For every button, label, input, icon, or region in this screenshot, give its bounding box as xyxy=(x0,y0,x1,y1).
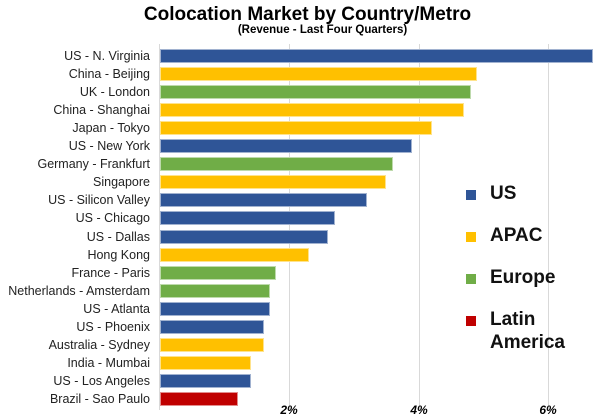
y-axis-line xyxy=(159,44,160,410)
bar xyxy=(160,211,335,225)
x-tick-label: 4% xyxy=(410,403,428,417)
gridline xyxy=(289,44,290,410)
bar xyxy=(160,67,477,81)
bar xyxy=(160,103,464,117)
category-label: US - Los Angeles xyxy=(53,374,150,388)
gridline xyxy=(419,44,420,410)
bar xyxy=(160,85,471,99)
legend-swatch-icon xyxy=(466,274,476,284)
bar xyxy=(160,193,367,207)
category-label: US - Atlanta xyxy=(83,302,150,316)
category-label: Germany - Frankfurt xyxy=(37,157,150,171)
bar xyxy=(160,392,238,406)
bar xyxy=(160,157,393,171)
legend-swatch-icon xyxy=(466,190,476,200)
category-label: India - Mumbai xyxy=(67,356,150,370)
category-label: Japan - Tokyo xyxy=(72,121,150,135)
legend-label: Europe xyxy=(490,267,556,288)
category-label: Netherlands - Amsterdam xyxy=(8,284,150,298)
legend-swatch-icon xyxy=(466,316,476,326)
category-label: France - Paris xyxy=(71,266,151,280)
bar xyxy=(160,175,386,189)
category-label: US - Phoenix xyxy=(76,320,150,334)
legend-label: US xyxy=(490,183,517,204)
bar xyxy=(160,139,412,153)
category-label: US - Dallas xyxy=(86,230,150,244)
legend-label: Latin America xyxy=(490,309,565,353)
category-label: US - Chicago xyxy=(75,211,150,225)
category-label: US - Silicon Valley xyxy=(48,193,150,207)
bar xyxy=(160,248,309,262)
category-label: Hong Kong xyxy=(87,248,150,262)
category-label: US - N. Virginia xyxy=(64,49,150,63)
category-label: US - New York xyxy=(68,139,150,153)
bar xyxy=(160,121,432,135)
bar xyxy=(160,320,264,334)
gridline xyxy=(548,44,549,410)
x-tick-label: 6% xyxy=(539,403,557,417)
category-label: Brazil - Sao Paulo xyxy=(49,392,150,406)
bar xyxy=(160,266,276,280)
category-label: Singapore xyxy=(93,175,150,189)
legend-swatch-icon xyxy=(466,232,476,242)
category-label: UK - London xyxy=(79,85,150,99)
chart-title: Colocation Market by Country/Metro xyxy=(143,4,472,25)
bar xyxy=(160,374,251,388)
category-label: China - Shanghai xyxy=(53,103,150,117)
bar xyxy=(160,356,251,370)
bar xyxy=(160,49,593,63)
legend-label: APAC xyxy=(490,225,543,246)
bar xyxy=(160,284,270,298)
category-label: China - Beijing xyxy=(68,67,150,81)
chart-subtitle: (Revenue - Last Four Quarters) xyxy=(237,24,408,36)
bar xyxy=(160,230,328,244)
bar xyxy=(160,338,264,352)
category-label: Australia - Sydney xyxy=(48,338,150,352)
bar xyxy=(160,302,270,316)
x-tick-label: 2% xyxy=(280,403,298,417)
